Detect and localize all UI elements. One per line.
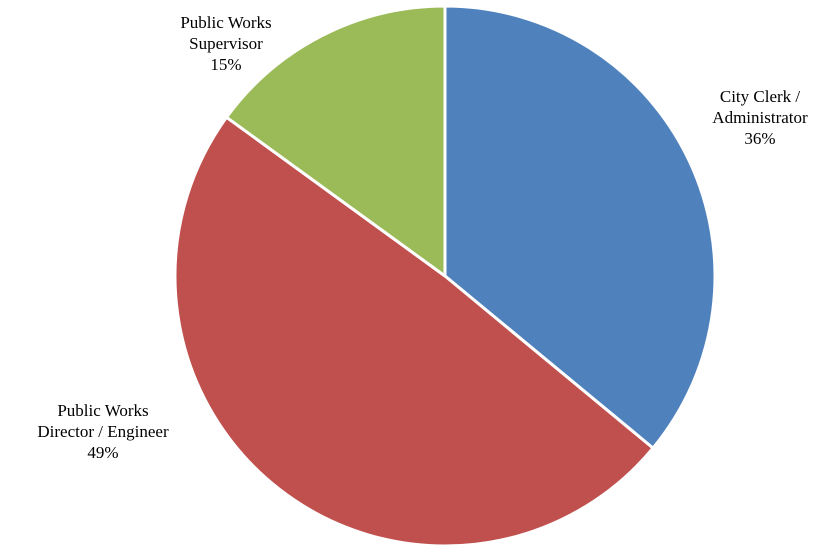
slice-label-line: Director / Engineer: [37, 422, 169, 441]
label-public-works-supervisor: Public Works Supervisor 15%: [180, 13, 271, 74]
slice-percent: 15%: [210, 55, 241, 74]
pie-labels: City Clerk / Administrator 36% Public Works…: [37, 13, 808, 462]
slice-label-line: Public Works: [57, 401, 148, 420]
slice-label-line: City Clerk /: [720, 87, 801, 106]
slice-public-works-supervisor: [225, 4, 447, 278]
slice-label-line: Supervisor: [189, 34, 263, 53]
slice-public-works-director-engineer: [173, 115, 655, 546]
label-city-clerk-administrator: City Clerk / Administrator 36%: [712, 87, 808, 148]
slice-label-line: Administrator: [712, 108, 808, 127]
label-public-works-director-engineer: Public Works Director / Engineer 49%: [37, 401, 169, 462]
slice-label-line: Public Works: [180, 13, 271, 32]
pie-slices: [173, 4, 717, 546]
slice-percent: 36%: [744, 129, 775, 148]
slice-percent: 49%: [87, 443, 118, 462]
slice-city-clerk-administrator: [443, 4, 717, 450]
